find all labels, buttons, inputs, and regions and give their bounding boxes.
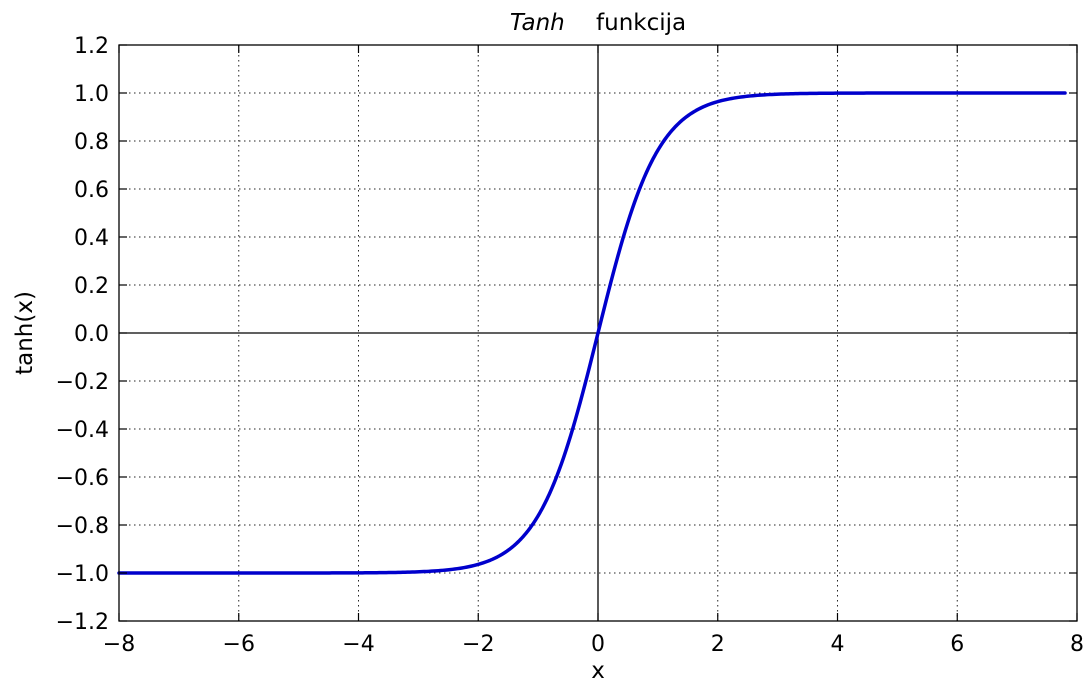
x-tick-label-1: −6	[223, 632, 255, 657]
y-tick-label-8: −0.4	[56, 418, 109, 443]
chart-title-italic: Tanh	[510, 10, 565, 36]
x-tick-label-2: −4	[342, 632, 374, 657]
series-line-0	[117, 91, 1067, 575]
x-tick-label-6: 4	[831, 632, 845, 657]
x-tick-label-0: −8	[103, 632, 135, 657]
chart-title-normal: funkcija	[596, 10, 686, 36]
y-tick-label-11: −1.0	[56, 562, 109, 587]
y-axis-label: tanh(x)	[12, 291, 38, 375]
chart-title: Tanh funkcija	[510, 10, 686, 36]
x-axis-label: x	[591, 658, 605, 684]
y-tick-label-6: 0.0	[74, 322, 109, 347]
x-tick-labels: −8 −6 −4 −2 0 2 4 6 8	[103, 632, 1084, 657]
y-tick-labels: 1.2 1.0 0.8 0.6 0.4 0.2 0.0 −0.2 −0.4 −0.6 −0.8 −1.…	[56, 34, 109, 635]
y-tick-label-9: −0.6	[56, 466, 109, 491]
x-tick-label-4: 0	[591, 632, 605, 657]
x-tick-label-3: −2	[462, 632, 494, 657]
x-tick-label-8: 8	[1070, 632, 1084, 657]
y-tick-label-3: 0.6	[74, 178, 109, 203]
x-tick-label-7: 6	[950, 632, 964, 657]
y-tick-label-2: 0.8	[74, 130, 109, 155]
ticks	[118, 44, 1078, 622]
y-tick-label-1: 1.0	[74, 82, 109, 107]
y-tick-label-12: −1.2	[56, 610, 109, 635]
y-tick-label-10: −0.8	[56, 514, 109, 539]
y-tick-label-4: 0.4	[74, 226, 109, 251]
grid	[119, 45, 1077, 621]
y-tick-label-5: 0.2	[74, 274, 109, 299]
series	[117, 91, 1067, 575]
y-tick-label-0: 1.2	[74, 34, 109, 59]
x-tick-label-5: 2	[711, 632, 725, 657]
y-tick-label-7: −0.2	[56, 370, 109, 395]
